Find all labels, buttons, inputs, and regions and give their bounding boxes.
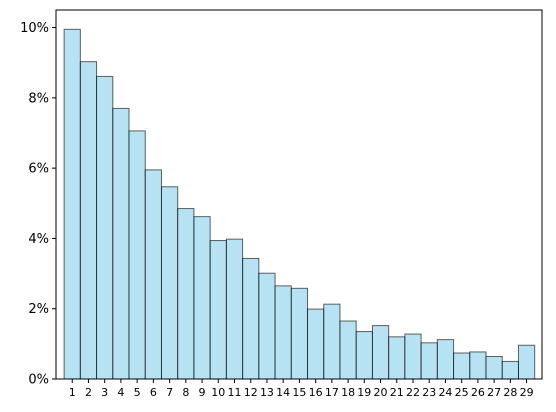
- bar-21: [388, 336, 406, 380]
- xtick-label: 18: [341, 386, 355, 399]
- xtick-label: 3: [101, 386, 108, 399]
- bar-12: [242, 257, 260, 380]
- xtick-label: 16: [309, 386, 323, 399]
- bar-24: [436, 339, 455, 380]
- bar-19: [355, 331, 373, 380]
- xtick-label: 26: [471, 386, 485, 399]
- bar-7: [160, 186, 179, 380]
- x-axis-ticks: 1 2 3 4 5 6 7 8 9 10 11 12 13 14 15 16 17 18 19 20 21 22 23 24 2…: [69, 379, 534, 399]
- xtick-label: 14: [276, 386, 290, 399]
- bar-10: [209, 240, 227, 380]
- y-axis-ticks: 0% 2% 4% 6% 8% 10%: [20, 21, 56, 388]
- bar-1: [63, 28, 81, 380]
- xtick-label: 11: [228, 386, 242, 399]
- ytick-label: 10%: [20, 21, 49, 36]
- xtick-label: 7: [166, 386, 173, 399]
- xtick-label: 24: [438, 386, 452, 399]
- bar-9: [193, 216, 211, 380]
- ytick-label: 2%: [28, 302, 49, 317]
- bar-25: [453, 352, 471, 380]
- bar-4: [112, 107, 130, 380]
- bars-layer: [63, 28, 536, 380]
- ytick-label: 8%: [28, 91, 49, 106]
- xtick-label: 5: [134, 386, 141, 399]
- xtick-label: 4: [117, 386, 124, 399]
- ytick-label: 0%: [28, 373, 49, 388]
- bar-2: [79, 61, 98, 380]
- bar-29: [517, 344, 536, 380]
- ytick-label: 4%: [28, 232, 49, 247]
- bar-11: [225, 238, 244, 380]
- xtick-label: 20: [374, 386, 388, 399]
- xtick-label: 15: [292, 386, 306, 399]
- bar-13: [258, 272, 276, 380]
- xtick-label: 1: [69, 386, 76, 399]
- bar-16: [307, 308, 325, 380]
- ytick-label: 6%: [28, 162, 49, 177]
- bar-18: [339, 320, 357, 380]
- xtick-label: 19: [357, 386, 371, 399]
- bar-8: [177, 208, 195, 380]
- xtick-label: 8: [182, 386, 189, 399]
- xtick-label: 29: [520, 386, 534, 399]
- xtick-label: 21: [390, 386, 404, 399]
- xtick-label: 6: [150, 386, 157, 399]
- bar-23: [420, 342, 438, 380]
- xtick-label: 27: [487, 386, 501, 399]
- bar-6: [144, 169, 162, 380]
- xtick-label: 9: [199, 386, 206, 399]
- bar-17: [323, 303, 341, 380]
- xtick-label: 10: [211, 386, 225, 399]
- xtick-label: 2: [85, 386, 92, 399]
- bar-3: [96, 75, 114, 380]
- bar-5: [128, 130, 146, 380]
- xtick-label: 13: [260, 386, 274, 399]
- xtick-label: 28: [503, 386, 517, 399]
- bar-26: [469, 351, 487, 380]
- bar-15: [290, 287, 309, 380]
- xtick-label: 25: [455, 386, 469, 399]
- bar-20: [371, 325, 390, 380]
- xtick-label: 12: [244, 386, 258, 399]
- bar-28: [501, 360, 519, 380]
- xtick-label: 17: [325, 386, 339, 399]
- xtick-label: 23: [422, 386, 436, 399]
- bar-27: [485, 356, 503, 380]
- bar-22: [404, 333, 422, 380]
- bar-14: [274, 285, 292, 380]
- xtick-label: 22: [406, 386, 420, 399]
